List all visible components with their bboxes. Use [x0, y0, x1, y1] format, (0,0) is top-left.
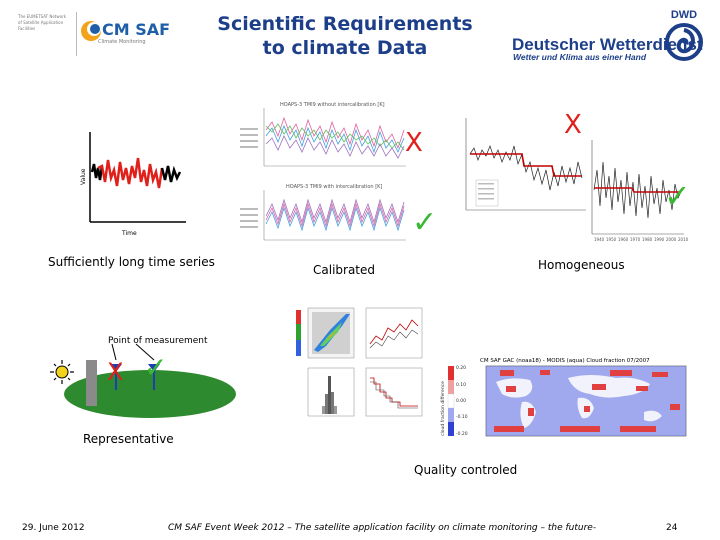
dwd-logo-icon: DWD	[664, 6, 704, 64]
point-of-measurement-label: Point of measurement	[108, 336, 208, 346]
homogeneous-cross-mark: X	[564, 110, 582, 140]
homogeneity-x-ticks: 1940 1950 1960 1970 1980 1990 2000 2010	[594, 237, 689, 242]
calibration-bottom-title: HOAPS-3 TMI9 with intercalibration [K]	[286, 184, 382, 190]
homogeneity-plots: 1940 1950 1960 1970 1980 1990 2000 2010	[465, 118, 689, 242]
homogeneity-tick: 1990	[654, 237, 665, 242]
station-icon-right	[148, 364, 160, 390]
calibration-plot-top: HOAPS-3 TMI9 without intercalibration [K…	[263, 102, 406, 167]
colorbar-tick: 0.20	[456, 365, 466, 371]
calibration-plot-bottom: HOAPS-3 TMI9 with intercalibration [K]	[263, 184, 406, 241]
line-timeseries-plot	[365, 307, 423, 359]
homogeneity-plot-left	[465, 118, 586, 211]
homogeneity-tick: 1980	[642, 237, 653, 242]
calibrated-check-mark: ✓	[412, 205, 438, 240]
homogeneous-label: Homogeneous	[538, 258, 625, 272]
representativeness-sketch	[50, 343, 236, 418]
series-red-mid	[97, 157, 164, 189]
building-shadow-icon	[86, 360, 97, 406]
station-icon-left	[110, 364, 122, 390]
cmsaf-network-text: The EUMETSAT Network of Satellite Applic…	[18, 14, 67, 31]
pointer-line-left	[111, 343, 117, 361]
homogeneity-plot-right	[591, 140, 684, 235]
pointer-line-right	[135, 343, 155, 361]
histogram-plot	[307, 367, 355, 417]
dwd-name: Deutscher Wetterdienst	[512, 35, 703, 54]
colorbar-tick: 0.00	[456, 398, 466, 404]
x-axis-label: Time	[121, 230, 137, 237]
cmsaf-sub-text: Climate Monitoring	[98, 39, 146, 45]
homogeneity-tick: 2010	[678, 237, 689, 242]
long-series-label: Sufficiently long time series	[48, 255, 215, 269]
homogeneity-tick: 2000	[666, 237, 677, 242]
colorbar-tick: 0.10	[456, 382, 466, 388]
quality-controlled-label: Quality controled	[414, 463, 518, 477]
representative-check-mark: ✓	[144, 351, 168, 384]
homogeneity-tick: 1940	[594, 237, 605, 242]
step-timeseries-plot	[365, 367, 423, 417]
representative-label: Representative	[83, 432, 174, 446]
calibration-plots: HOAPS-3 TMI9 without intercalibration [K…	[240, 102, 406, 241]
ground-ellipse	[64, 370, 236, 418]
validation-plots	[296, 307, 423, 417]
series-black-end	[160, 165, 182, 183]
sun-icon	[50, 360, 74, 384]
title-line-2: to climate Data	[262, 37, 428, 59]
dwd-logo-text: DWD	[671, 9, 697, 21]
series-black-start	[90, 163, 104, 181]
homogeneity-tick: 1970	[630, 237, 641, 242]
cmsaf-logo-text: CM SAF	[102, 20, 171, 39]
logo-divider	[76, 12, 77, 56]
map-colorbar	[447, 366, 455, 436]
representative-cross-mark: X	[107, 358, 124, 386]
calibrated-label: Calibrated	[313, 263, 376, 277]
map-title: CM SAF GAC (noaa18) - MODIS (aqua) Cloud…	[480, 358, 650, 364]
footer-page-number: 24	[666, 523, 678, 533]
footer-event: CM SAF Event Week 2012 – The satellite a…	[168, 523, 597, 533]
colorbar-tick: -0.20	[456, 431, 468, 437]
homogeneous-check-mark: ✓	[664, 177, 691, 215]
cmsaf-logo-icon	[81, 21, 101, 41]
calibration-top-title: HOAPS-3 TMI9 without intercalibration [K…	[280, 102, 385, 108]
cloud-fraction-map: CM SAF GAC (noaa18) - MODIS (aqua) Cloud…	[440, 358, 687, 437]
colorbar-tick: -0.10	[456, 414, 468, 420]
homogeneity-tick: 1950	[606, 237, 617, 242]
page-title: Scientific Requirements to climate Data	[200, 12, 490, 60]
homogeneity-tick: 1960	[618, 237, 629, 242]
colorbar-label: cloud fraction difference	[440, 381, 446, 436]
dwd-slogan: Wetter und Klima aus einer Hand	[513, 52, 647, 62]
scatter-density-plot	[296, 307, 355, 359]
title-line-1: Scientific Requirements	[217, 13, 473, 35]
calibrated-cross-mark: X	[405, 128, 423, 158]
time-series-sketch: Value Time	[80, 132, 186, 237]
footer-date: 29. June 2012	[22, 523, 85, 533]
y-axis-label: Value	[80, 168, 87, 185]
